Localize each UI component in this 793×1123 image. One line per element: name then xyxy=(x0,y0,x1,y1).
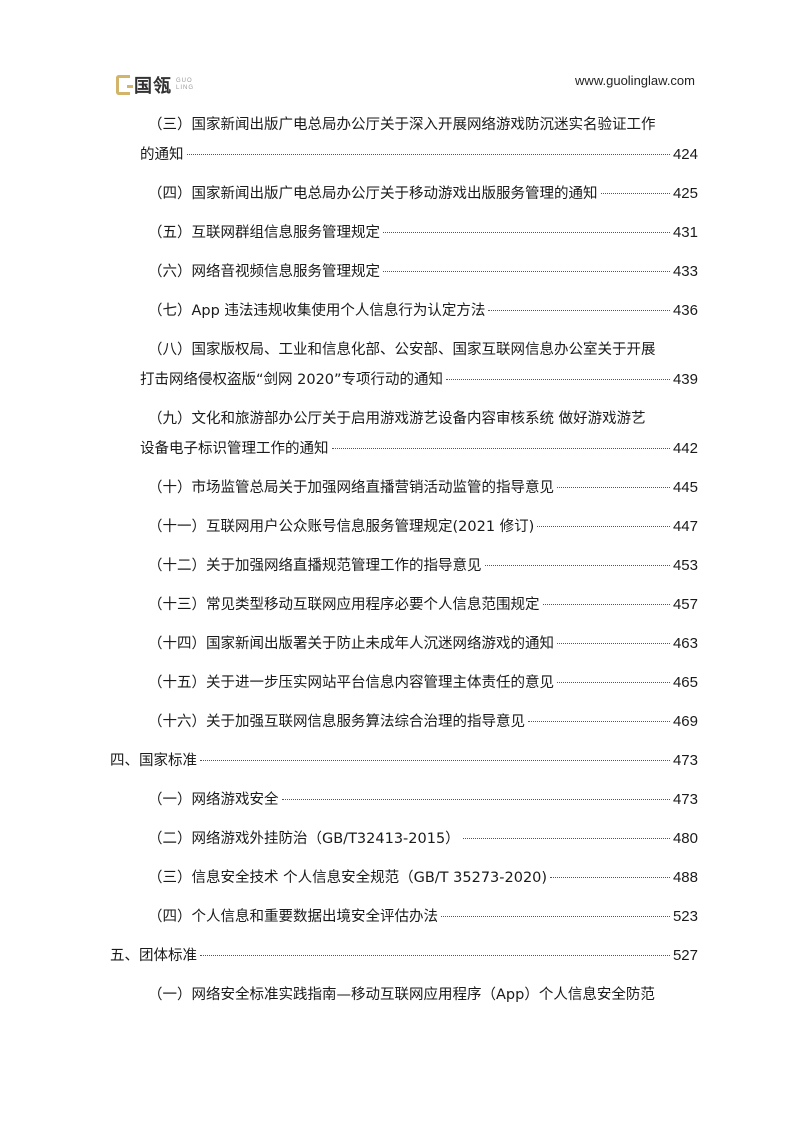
toc-entry-title: （十四）国家新闻出版署关于防止未成年人沉迷网络游戏的通知 xyxy=(148,636,554,652)
toc-entry-title: 打击网络侵权盗版“剑网 2020”专项行动的通知 xyxy=(140,372,444,388)
toc-page-number: 463 xyxy=(672,635,698,652)
toc-entry-title: 五、团体标准 xyxy=(110,948,197,964)
toc-entry-title: 设备电子标识管理工作的通知 xyxy=(140,441,329,457)
toc-page-number: 457 xyxy=(672,596,698,613)
toc-entry[interactable]: （八）国家版权局、工业和信息化部、公安部、国家互联网信息办公室关于开展打击网络侵… xyxy=(110,335,698,395)
dot-leader xyxy=(383,271,670,272)
toc-entry-title: （十三）常见类型移动互联网应用程序必要个人信息范围规定 xyxy=(148,597,540,613)
dot-leader xyxy=(488,310,670,311)
toc-entry-title: 四、国家标准 xyxy=(110,753,197,769)
toc-page-number: 439 xyxy=(672,371,698,388)
toc-page-number: 453 xyxy=(672,557,698,574)
toc-entry-title: （十）市场监管总局关于加强网络直播营销活动监管的指导意见 xyxy=(148,480,554,496)
toc-entry-title: （六）网络音视频信息服务管理规定 xyxy=(148,264,380,280)
table-of-contents: （三）国家新闻出版广电总局办公厅关于深入开展网络游戏防沉迷实名验证工作的通知 42… xyxy=(110,110,698,1019)
toc-page-number: 436 xyxy=(672,302,698,319)
toc-page-number: 488 xyxy=(672,869,698,886)
toc-entry[interactable]: （二）网络游戏外挂防治（GB/T32413-2015） 480 xyxy=(110,824,698,854)
toc-page-number: 431 xyxy=(672,224,698,241)
dot-leader xyxy=(383,232,670,233)
website-url: www.guolinglaw.com xyxy=(575,73,695,88)
dot-leader xyxy=(331,448,670,449)
toc-entry[interactable]: 四、国家标准 473 xyxy=(110,746,698,776)
toc-entry[interactable]: （一）网络安全标准实践指南—移动互联网应用程序（App）个人信息安全防范 xyxy=(110,980,698,1010)
logo-english: GUO LING xyxy=(176,78,195,91)
dot-leader xyxy=(557,487,670,488)
dot-leader xyxy=(446,379,670,380)
dot-leader xyxy=(557,682,670,683)
toc-entry-title: （七）App 违法违规收集使用个人信息行为认定方法 xyxy=(148,303,486,319)
dot-leader xyxy=(557,643,670,644)
dot-leader xyxy=(542,604,670,605)
toc-entry[interactable]: 五、团体标准 527 xyxy=(110,941,698,971)
guoling-logo: 国瓴 GUO LING xyxy=(116,72,196,98)
toc-entry[interactable]: （三）信息安全技术 个人信息安全规范（GB/T 35273-2020) 488 xyxy=(110,863,698,893)
dot-leader xyxy=(441,916,670,917)
dot-leader xyxy=(484,565,670,566)
toc-entry[interactable]: （五）互联网群组信息服务管理规定 431 xyxy=(110,218,698,248)
dot-leader xyxy=(462,838,670,839)
toc-entry-title: （一）网络安全标准实践指南—移动互联网应用程序（App）个人信息安全防范 xyxy=(148,987,655,1003)
toc-entry[interactable]: （十四）国家新闻出版署关于防止未成年人沉迷网络游戏的通知 463 xyxy=(110,629,698,659)
dot-leader xyxy=(200,760,670,761)
toc-page-number: 433 xyxy=(672,263,698,280)
logo-mark-icon xyxy=(116,75,133,95)
toc-entry-title: （十六）关于加强互联网信息服务算法综合治理的指导意见 xyxy=(148,714,525,730)
toc-entry-title: 的通知 xyxy=(140,147,184,163)
toc-entry[interactable]: （六）网络音视频信息服务管理规定 433 xyxy=(110,257,698,287)
dot-leader xyxy=(200,955,670,956)
toc-entry-title: （四）国家新闻出版广电总局办公厅关于移动游戏出版服务管理的通知 xyxy=(148,186,598,202)
toc-entry[interactable]: （十六）关于加强互联网信息服务算法综合治理的指导意见 469 xyxy=(110,707,698,737)
toc-entry[interactable]: （十）市场监管总局关于加强网络直播营销活动监管的指导意见 445 xyxy=(110,473,698,503)
toc-page-number: 425 xyxy=(672,185,698,202)
toc-page-number: 445 xyxy=(672,479,698,496)
toc-entry[interactable]: （九）文化和旅游部办公厅关于启用游戏游艺设备内容审核系统 做好游戏游艺设备电子标… xyxy=(110,404,698,464)
toc-page-number: 447 xyxy=(672,518,698,535)
dot-leader xyxy=(186,154,670,155)
toc-entry-title: （二）网络游戏外挂防治（GB/T32413-2015） xyxy=(148,831,460,847)
toc-page-number: 480 xyxy=(672,830,698,847)
toc-entry[interactable]: （三）国家新闻出版广电总局办公厅关于深入开展网络游戏防沉迷实名验证工作的通知 42… xyxy=(110,110,698,170)
toc-entry-title: （八）国家版权局、工业和信息化部、公安部、国家互联网信息办公室关于开展 xyxy=(148,342,656,358)
toc-entry[interactable]: （十一）互联网用户公众账号信息服务管理规定(2021 修订) 447 xyxy=(110,512,698,542)
toc-page-number: 465 xyxy=(672,674,698,691)
dot-leader xyxy=(550,877,670,878)
toc-entry[interactable]: （七）App 违法违规收集使用个人信息行为认定方法 436 xyxy=(110,296,698,326)
toc-entry[interactable]: （十二）关于加强网络直播规范管理工作的指导意见 453 xyxy=(110,551,698,581)
toc-entry[interactable]: （一）网络游戏安全 473 xyxy=(110,785,698,815)
toc-entry-title: （三）国家新闻出版广电总局办公厅关于深入开展网络游戏防沉迷实名验证工作 xyxy=(148,117,656,133)
toc-entry-title: （十二）关于加强网络直播规范管理工作的指导意见 xyxy=(148,558,482,574)
toc-page-number: 442 xyxy=(672,440,698,457)
toc-entry[interactable]: （四）国家新闻出版广电总局办公厅关于移动游戏出版服务管理的通知 425 xyxy=(110,179,698,209)
dot-leader xyxy=(600,193,670,194)
toc-page-number: 523 xyxy=(672,908,698,925)
toc-entry-title: （十一）互联网用户公众账号信息服务管理规定(2021 修订) xyxy=(148,519,535,535)
toc-entry-title: （一）网络游戏安全 xyxy=(148,792,279,808)
toc-entry-title: （九）文化和旅游部办公厅关于启用游戏游艺设备内容审核系统 做好游戏游艺 xyxy=(148,411,646,427)
toc-page-number: 527 xyxy=(672,947,698,964)
toc-page-number: 473 xyxy=(672,791,698,808)
toc-page-number: 469 xyxy=(672,713,698,730)
dot-leader xyxy=(528,721,670,722)
toc-entry-title: （四）个人信息和重要数据出境安全评估办法 xyxy=(148,909,438,925)
toc-entry-title: （三）信息安全技术 个人信息安全规范（GB/T 35273-2020) xyxy=(148,870,548,886)
dot-leader xyxy=(537,526,670,527)
toc-entry-title: （十五）关于进一步压实网站平台信息内容管理主体责任的意见 xyxy=(148,675,554,691)
toc-entry[interactable]: （四）个人信息和重要数据出境安全评估办法 523 xyxy=(110,902,698,932)
toc-entry[interactable]: （十五）关于进一步压实网站平台信息内容管理主体责任的意见 465 xyxy=(110,668,698,698)
toc-page-number: 473 xyxy=(672,752,698,769)
dot-leader xyxy=(281,799,670,800)
toc-entry-title: （五）互联网群组信息服务管理规定 xyxy=(148,225,380,241)
toc-entry[interactable]: （十三）常见类型移动互联网应用程序必要个人信息范围规定 457 xyxy=(110,590,698,620)
toc-page-number: 424 xyxy=(672,146,698,163)
logo-text: 国瓴 xyxy=(134,76,172,97)
